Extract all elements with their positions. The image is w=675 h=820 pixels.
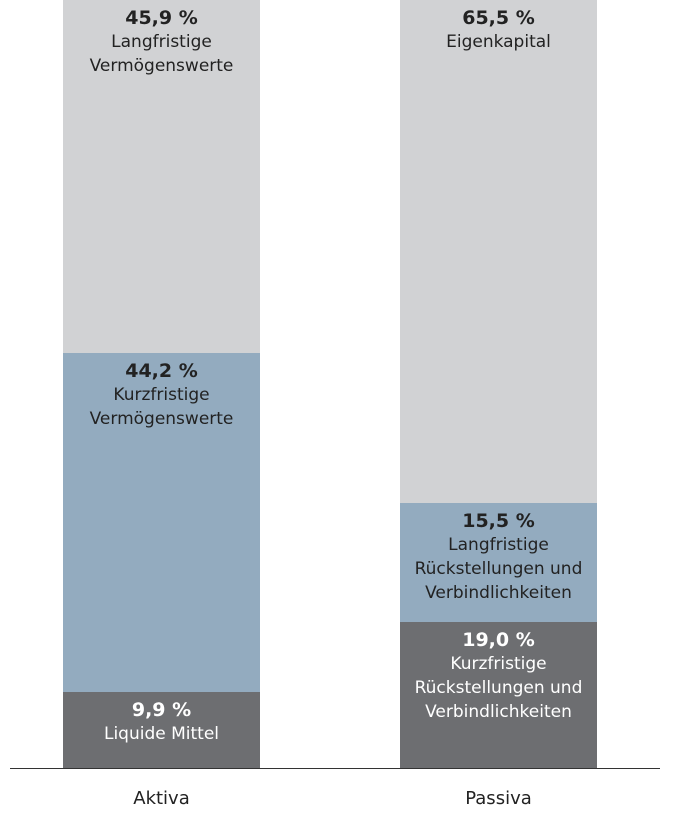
value-label: 19,0 % [462, 629, 535, 652]
segment-label: Kurzfristige Vermögenswerte [89, 384, 234, 429]
bar-segment: 45,9 % Langfristige Vermögenswerte [63, 0, 260, 353]
value-label: 44,2 % [125, 359, 198, 382]
bar-segment: 65,5 % Eigenkapital [400, 0, 597, 504]
segment-label: Langfristige Rückstellungen und Verbindl… [414, 535, 583, 604]
bar-segment: 19,0 % Kurzfristige Rückstellungen und Ve… [400, 622, 597, 768]
segment-label: Kurzfristige Rückstellungen und Verbindl… [414, 654, 583, 723]
category-label: Aktiva [133, 788, 190, 809]
segment-label: Liquide Mittel [103, 723, 220, 744]
bar-segment: 15,5 % Langfristige Rückstellungen und Ve… [400, 503, 597, 623]
category-label: Passiva [465, 788, 532, 809]
value-label: 65,5 % [462, 7, 535, 29]
value-label: 9,9 % [131, 698, 192, 721]
baseline [10, 768, 660, 769]
value-label: 15,5 % [462, 510, 535, 533]
bar-segment: 9,9 % Liquide Mittel [63, 691, 260, 768]
segment-label: Eigenkapital [446, 32, 551, 52]
value-label: 45,9 % [125, 7, 198, 29]
bar-segment: 44,2 % Kurzfristige Vermögenswerte [63, 352, 260, 692]
segment-label: Langfristige Vermögenswerte [89, 32, 234, 76]
